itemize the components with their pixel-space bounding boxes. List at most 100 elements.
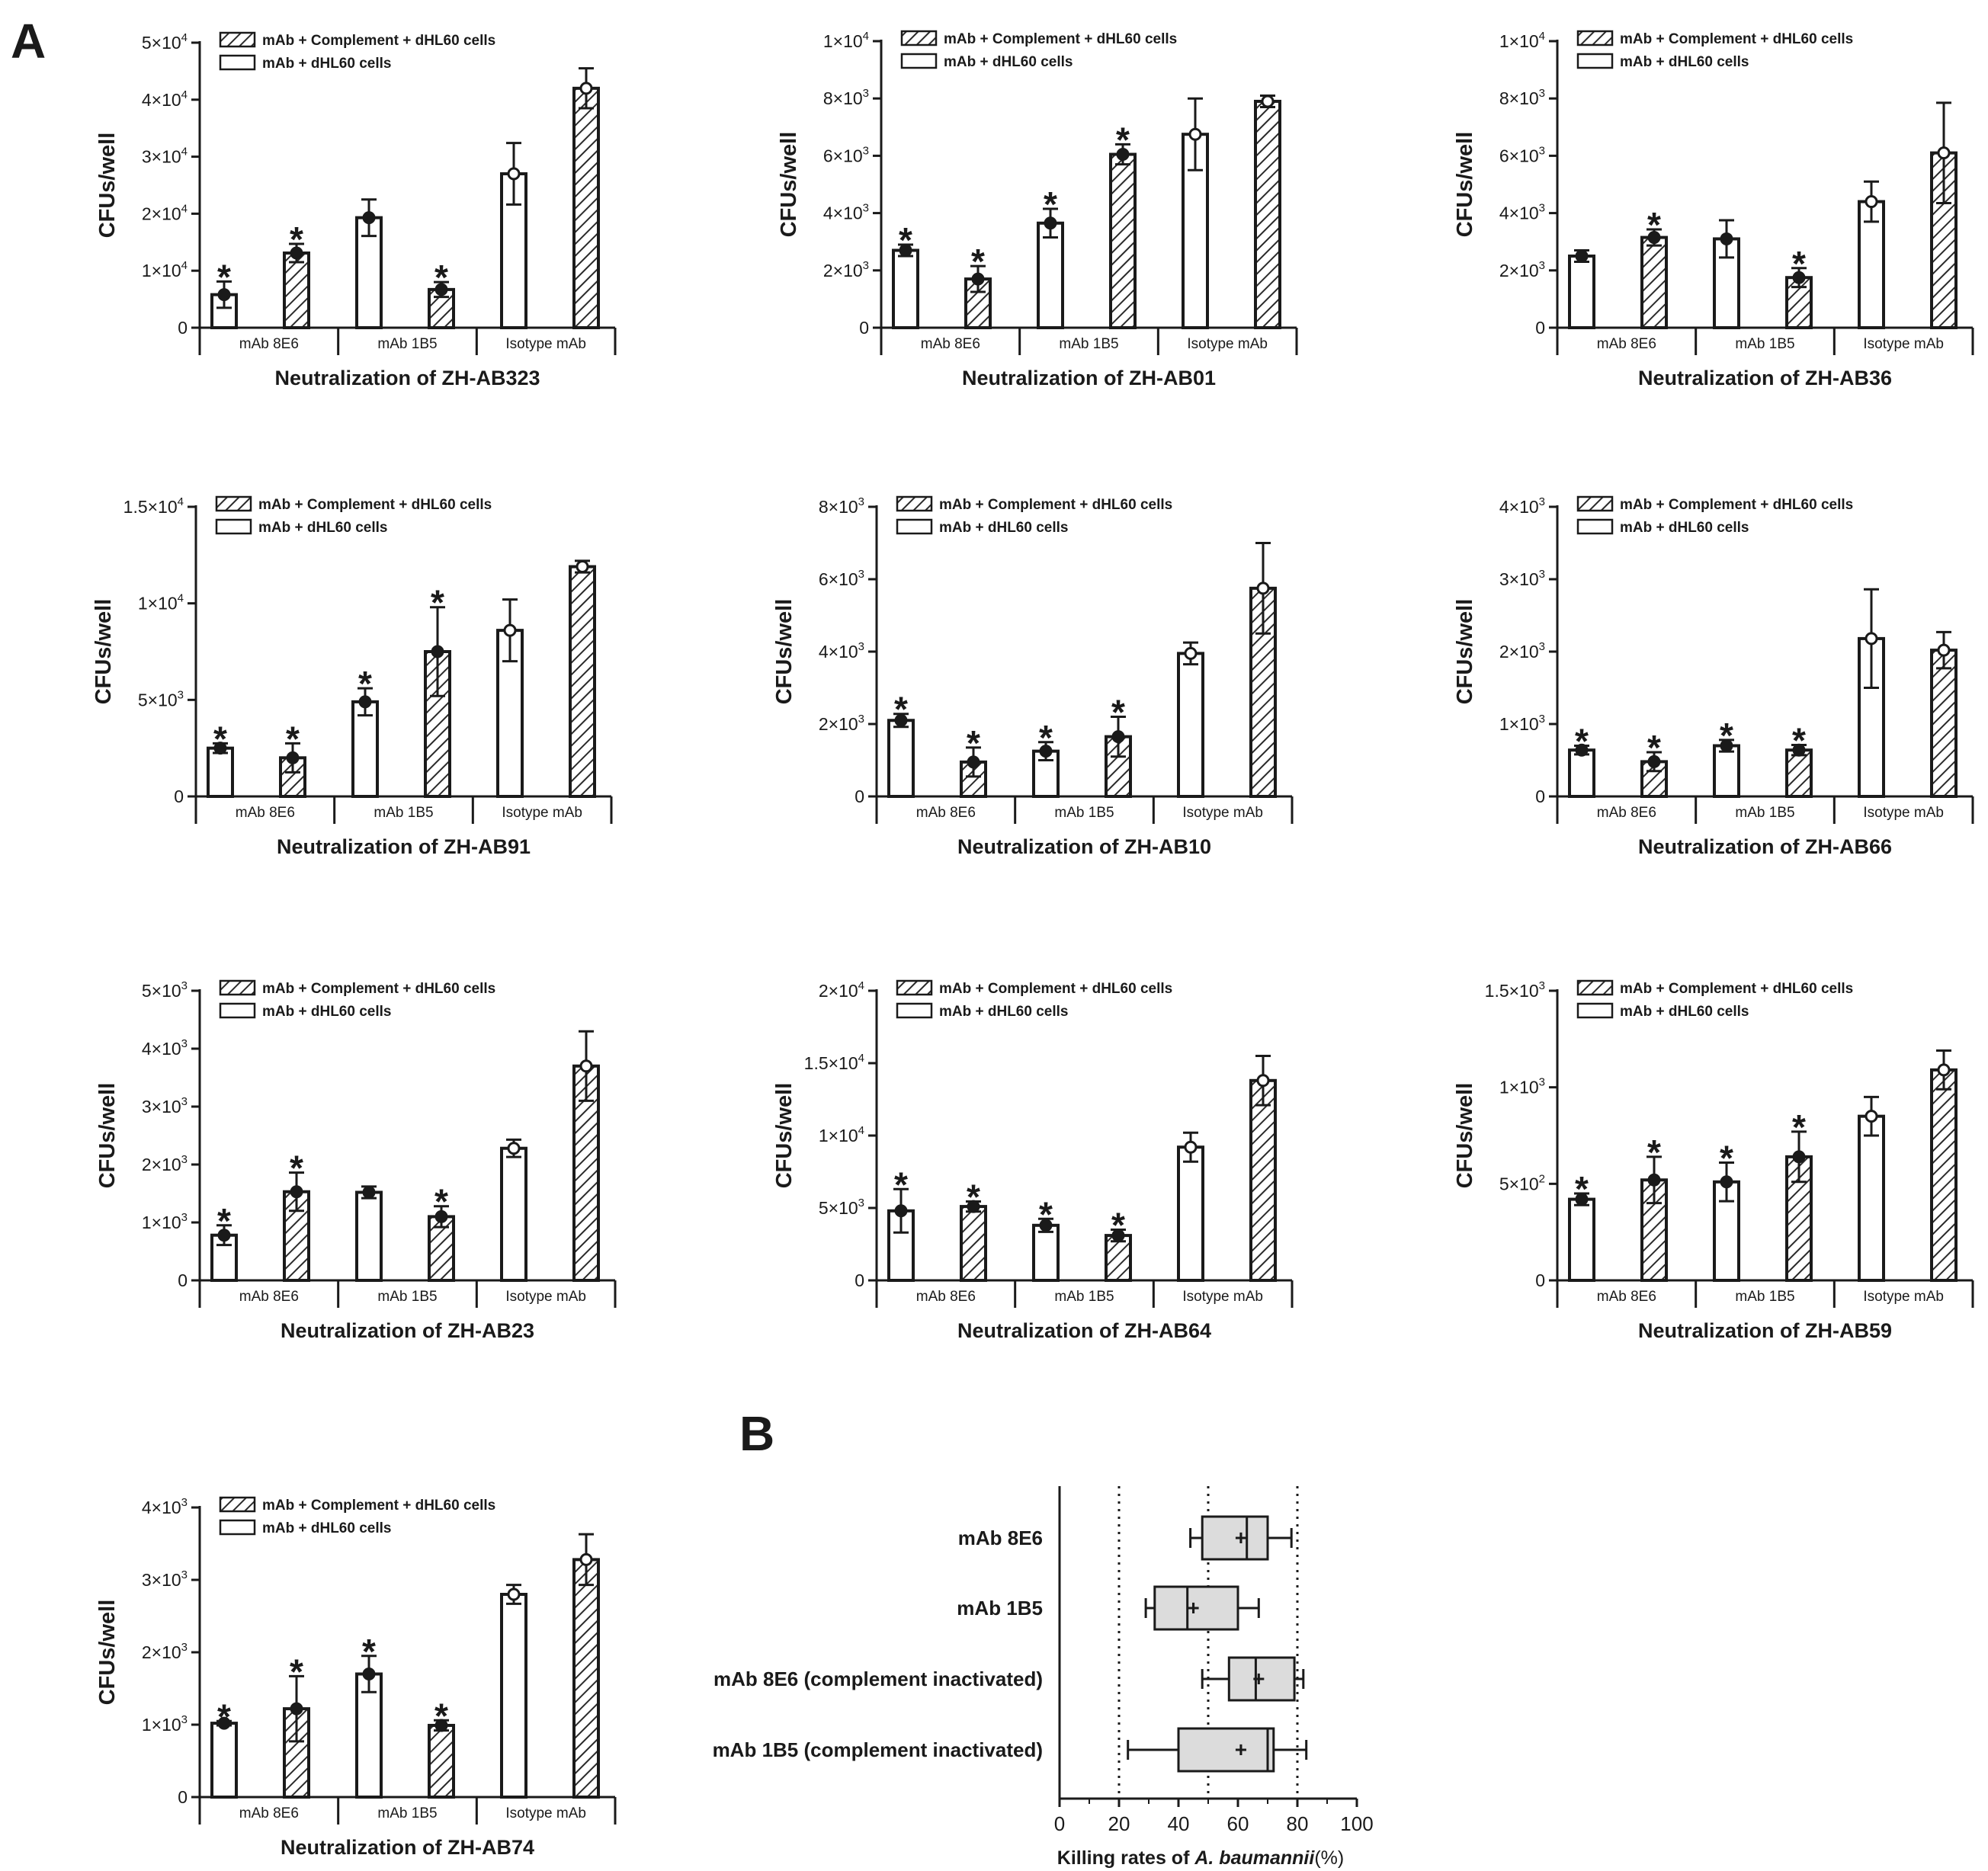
- y-tick-label: 1.5×104: [804, 1052, 864, 1073]
- y-tick-label: 2×103: [142, 1153, 188, 1174]
- data-point: [894, 713, 908, 727]
- y-tick-label: 8×103: [823, 87, 869, 108]
- y-tick-exponent: 4: [178, 592, 184, 605]
- data-point: [1184, 646, 1198, 660]
- y-tick-mantissa: 0: [855, 1270, 864, 1290]
- bar-hatched: [1930, 649, 1958, 798]
- box-mean-marker: +: [1252, 1667, 1265, 1690]
- y-tick-exponent: 3: [181, 1037, 188, 1050]
- y-tick-exponent: 3: [181, 1095, 188, 1108]
- y-tick-exponent: 3: [858, 495, 864, 508]
- data-point: [1937, 1063, 1951, 1077]
- data-point: [362, 1668, 376, 1680]
- y-tick-exponent: 4: [181, 259, 188, 272]
- y-tick-label: 4×103: [819, 640, 864, 662]
- bar-open: [500, 1593, 527, 1799]
- y-tick-label: 2×103: [1499, 259, 1545, 280]
- panel-label-a: A: [11, 14, 46, 69]
- x-group-label: mAb 8E6: [239, 1805, 299, 1821]
- chart-title: Neutralization of ZH-AB10: [957, 835, 1211, 858]
- y-tick-mantissa: 4×10: [142, 90, 181, 110]
- significance-star: *: [217, 257, 231, 296]
- y-tick-exponent: 3: [178, 688, 184, 701]
- legend-swatch-open: [900, 53, 938, 69]
- significance-star: *: [1720, 1138, 1733, 1177]
- y-tick-label: 3×103: [1499, 568, 1545, 589]
- data-point: [507, 1587, 521, 1601]
- y-tick-mantissa: 3×10: [142, 1570, 181, 1590]
- x-group-label: mAb 1B5: [377, 1805, 437, 1821]
- y-tick-mantissa: 1×10: [823, 31, 863, 51]
- y-tick-label: 4×103: [823, 202, 869, 223]
- y-tick-exponent: 4: [181, 31, 188, 44]
- bar-hatched: [1785, 748, 1813, 799]
- x-title-suffix: (%): [1314, 1847, 1344, 1869]
- bar-open: [1037, 221, 1064, 330]
- significance-star: *: [286, 719, 300, 758]
- bar-open: [887, 719, 915, 798]
- box-plot-killing-rates: + mAb 8E6 + mAb 1B5 + mAb 8E6 (complement ina…: [713, 1486, 1374, 1869]
- y-tick-label: 1×103: [142, 1713, 188, 1735]
- y-tick-mantissa: 1×10: [1499, 1078, 1539, 1097]
- data-point: [1720, 232, 1733, 245]
- x-title-species: A. baumannii: [1194, 1847, 1315, 1869]
- data-point: [1575, 249, 1589, 263]
- y-tick-mantissa: 5×10: [1499, 1174, 1539, 1193]
- y-tick-mantissa: 4×10: [819, 642, 858, 662]
- panel-label-b: B: [739, 1406, 774, 1461]
- y-tick-mantissa: 0: [855, 787, 864, 806]
- bar-hatched: [572, 1558, 600, 1799]
- y-tick-mantissa: 8×10: [819, 497, 858, 517]
- y-tick-exponent: 3: [181, 1641, 188, 1654]
- significance-star: *: [358, 664, 372, 703]
- y-tick-label: 3×103: [142, 1568, 188, 1590]
- legend-swatch-open: [215, 518, 252, 535]
- y-tick-label: 8×103: [1499, 87, 1545, 108]
- x-group-label: mAb 1B5: [1735, 336, 1794, 352]
- x-group-label: mAb 1B5: [374, 805, 433, 821]
- x-group-label: Isotype mAb: [1182, 1289, 1263, 1305]
- x-group-label: mAb 1B5: [377, 1289, 437, 1305]
- y-tick-mantissa: 1×10: [142, 261, 181, 280]
- data-point: [579, 82, 593, 95]
- data-point: [507, 167, 521, 181]
- bar-open: [355, 1190, 383, 1282]
- chart-title: Neutralization of ZH-AB23: [281, 1319, 534, 1342]
- data-point: [1720, 1175, 1733, 1189]
- data-point: [899, 243, 912, 257]
- y-axis-title: CFUs/well: [95, 133, 120, 239]
- bar-hatched: [960, 1205, 987, 1282]
- data-point: [1865, 632, 1878, 646]
- y-tick-mantissa: 2×10: [1499, 642, 1539, 662]
- x-group-label: Isotype mAb: [1863, 336, 1944, 352]
- legend-swatch-hatched: [219, 1496, 256, 1513]
- data-point: [1044, 216, 1057, 230]
- x-group-label: mAb 1B5: [1059, 336, 1118, 352]
- data-point: [1039, 1219, 1053, 1232]
- data-point: [1111, 1229, 1125, 1242]
- y-tick-label: 2×104: [142, 202, 188, 223]
- data-point: [967, 755, 980, 769]
- y-tick-exponent: 3: [1539, 259, 1545, 272]
- legend-swatch-hatched: [215, 495, 252, 512]
- significance-star: *: [899, 220, 912, 260]
- significance-star: *: [434, 1696, 448, 1735]
- y-tick-mantissa: 5×10: [138, 690, 178, 710]
- x-tick-label: 0: [1054, 1812, 1065, 1835]
- significance-star: *: [1039, 718, 1053, 758]
- y-tick-mantissa: 2×10: [819, 714, 858, 734]
- box-category-label: mAb 8E6: [958, 1527, 1043, 1549]
- y-axis-title: CFUs/well: [95, 1083, 120, 1189]
- bar-hatched: [1105, 1234, 1132, 1282]
- legend-label: mAb + Complement + dHL60 cells: [944, 31, 1177, 47]
- bar-open: [1177, 1145, 1204, 1282]
- y-tick-exponent: 3: [1539, 1076, 1545, 1089]
- x-axis-title: Killing rates of A. baumannii(%): [1057, 1847, 1344, 1869]
- significance-star: *: [1647, 1133, 1661, 1172]
- legend-swatch-hatched: [900, 30, 938, 46]
- significance-star: *: [1575, 1169, 1589, 1209]
- legend-swatch-open: [1576, 1002, 1614, 1019]
- y-tick-label: 4×104: [142, 88, 188, 110]
